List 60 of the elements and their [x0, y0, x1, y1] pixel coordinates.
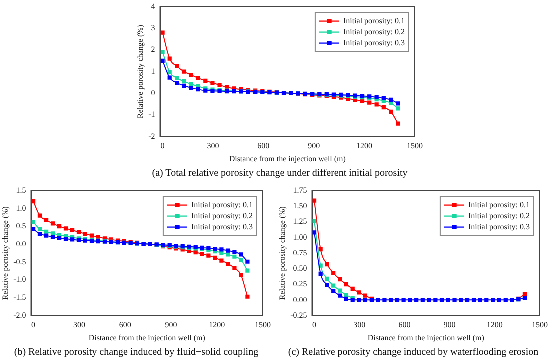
y-tick-label: 1.00: [293, 232, 308, 242]
x-tick-label: 600: [398, 320, 411, 330]
legend-label: Initial porosity: 0.1: [343, 16, 406, 26]
x-tick-label: 300: [73, 320, 86, 330]
x-tick-label: 1200: [356, 142, 373, 151]
y-tick-label: 3: [151, 24, 156, 33]
y-tick-label: 0.50: [293, 264, 308, 274]
text: (c) Relative porosity change induced by waterflooding erosion: [287, 347, 540, 358]
text: (b) Relative porosity change induced by fluid−solid coupling: [13, 347, 260, 358]
x-tick-label: 0: [312, 320, 317, 330]
legend-label: Initial porosity: 0.2: [468, 211, 530, 220]
y-tick-label: 2: [151, 45, 156, 54]
y-tick-label: 1.5: [16, 186, 26, 195]
y-tick-label: 0.0: [16, 239, 26, 248]
y-tick-label: -1.0: [14, 275, 26, 284]
y-tick-label: -1.5: [14, 293, 26, 302]
x-tick-label: 900: [444, 320, 456, 330]
x-tick-label: 1200: [486, 320, 503, 330]
y-tick-label: -1: [148, 110, 156, 120]
x-tick-label: 300: [207, 142, 220, 151]
x-tick-label: 900: [308, 142, 320, 151]
x-axis-title: Distance from the injection well (m): [88, 333, 206, 342]
x-tick-label: 600: [258, 142, 270, 151]
y-tick-label: -0.5: [14, 257, 26, 266]
y-tick-label: 0.00: [293, 295, 308, 304]
x-tick-label: 1500: [255, 320, 271, 330]
x-tick-label: 300: [354, 320, 366, 330]
y-tick-label: 0.25: [293, 280, 308, 289]
y-tick-label: 0.75: [293, 248, 308, 258]
legend-label: Initial porosity: 0.2: [191, 211, 254, 220]
legend-label: Initial porosity: 0.1: [191, 200, 254, 210]
x-tick-label: 1500: [532, 320, 548, 330]
legend-label: Initial porosity: 0.3: [343, 38, 406, 48]
y-tick-label: 1.50: [293, 202, 308, 211]
legend-label: Initial porosity: 0.3: [191, 222, 254, 232]
y-tick-label: 1.25: [293, 217, 308, 226]
y-axis-title: Relative porosity change (%): [278, 206, 287, 300]
y-tick-label: 0.5: [16, 222, 26, 231]
legend-label: Initial porosity: 0.3: [468, 222, 530, 232]
y-tick-label: 1.75: [293, 186, 308, 195]
y-tick-label: 4: [151, 2, 156, 11]
x-tick-label: 600: [119, 320, 132, 330]
y-tick-label: 0: [151, 88, 156, 98]
legend-label: Initial porosity: 0.2: [343, 27, 406, 36]
x-tick-label: 900: [165, 320, 178, 330]
y-axis-title: Relative porosity change (%): [136, 24, 145, 119]
x-tick-label: 1200: [209, 320, 226, 330]
x-tick-label: 0: [32, 320, 36, 330]
x-axis-title: Distance from the injection well (m): [229, 154, 346, 164]
y-tick-label: 1.0: [16, 204, 26, 213]
y-tick-label: 1: [151, 66, 156, 76]
text: (a) Total relative porosity change under different initial porosity: [151, 168, 409, 179]
x-tick-label: 0: [160, 142, 165, 151]
y-tick-label: -2: [148, 132, 156, 141]
legend-label: Initial porosity: 0.1: [468, 200, 530, 210]
y-axis-title: Relative porosity change (%): [0, 206, 10, 300]
x-tick-label: 1500: [407, 142, 423, 151]
y-tick-label: -0.25: [290, 310, 308, 320]
y-tick-label: -2.0: [14, 310, 26, 320]
x-axis-title: Distance from the injection well (m): [368, 333, 485, 342]
